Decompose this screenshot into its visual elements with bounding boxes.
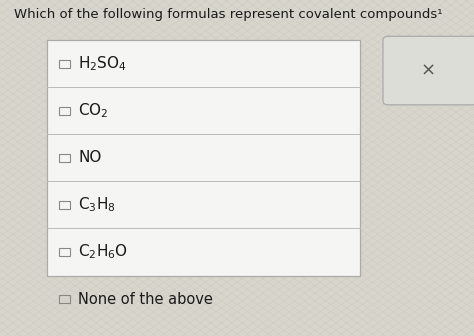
Text: CO$_2$: CO$_2$ xyxy=(78,101,109,120)
Text: H$_2$SO$_4$: H$_2$SO$_4$ xyxy=(78,54,127,73)
Text: NO: NO xyxy=(78,151,101,165)
Text: C$_3$H$_8$: C$_3$H$_8$ xyxy=(78,196,116,214)
FancyBboxPatch shape xyxy=(47,40,360,276)
Text: Which of the following formulas represent covalent compounds¹: Which of the following formulas represen… xyxy=(14,8,443,22)
Text: ×: × xyxy=(421,61,436,80)
Text: C$_2$H$_6$O: C$_2$H$_6$O xyxy=(78,243,128,261)
FancyBboxPatch shape xyxy=(383,36,474,105)
Text: None of the above: None of the above xyxy=(78,292,213,306)
